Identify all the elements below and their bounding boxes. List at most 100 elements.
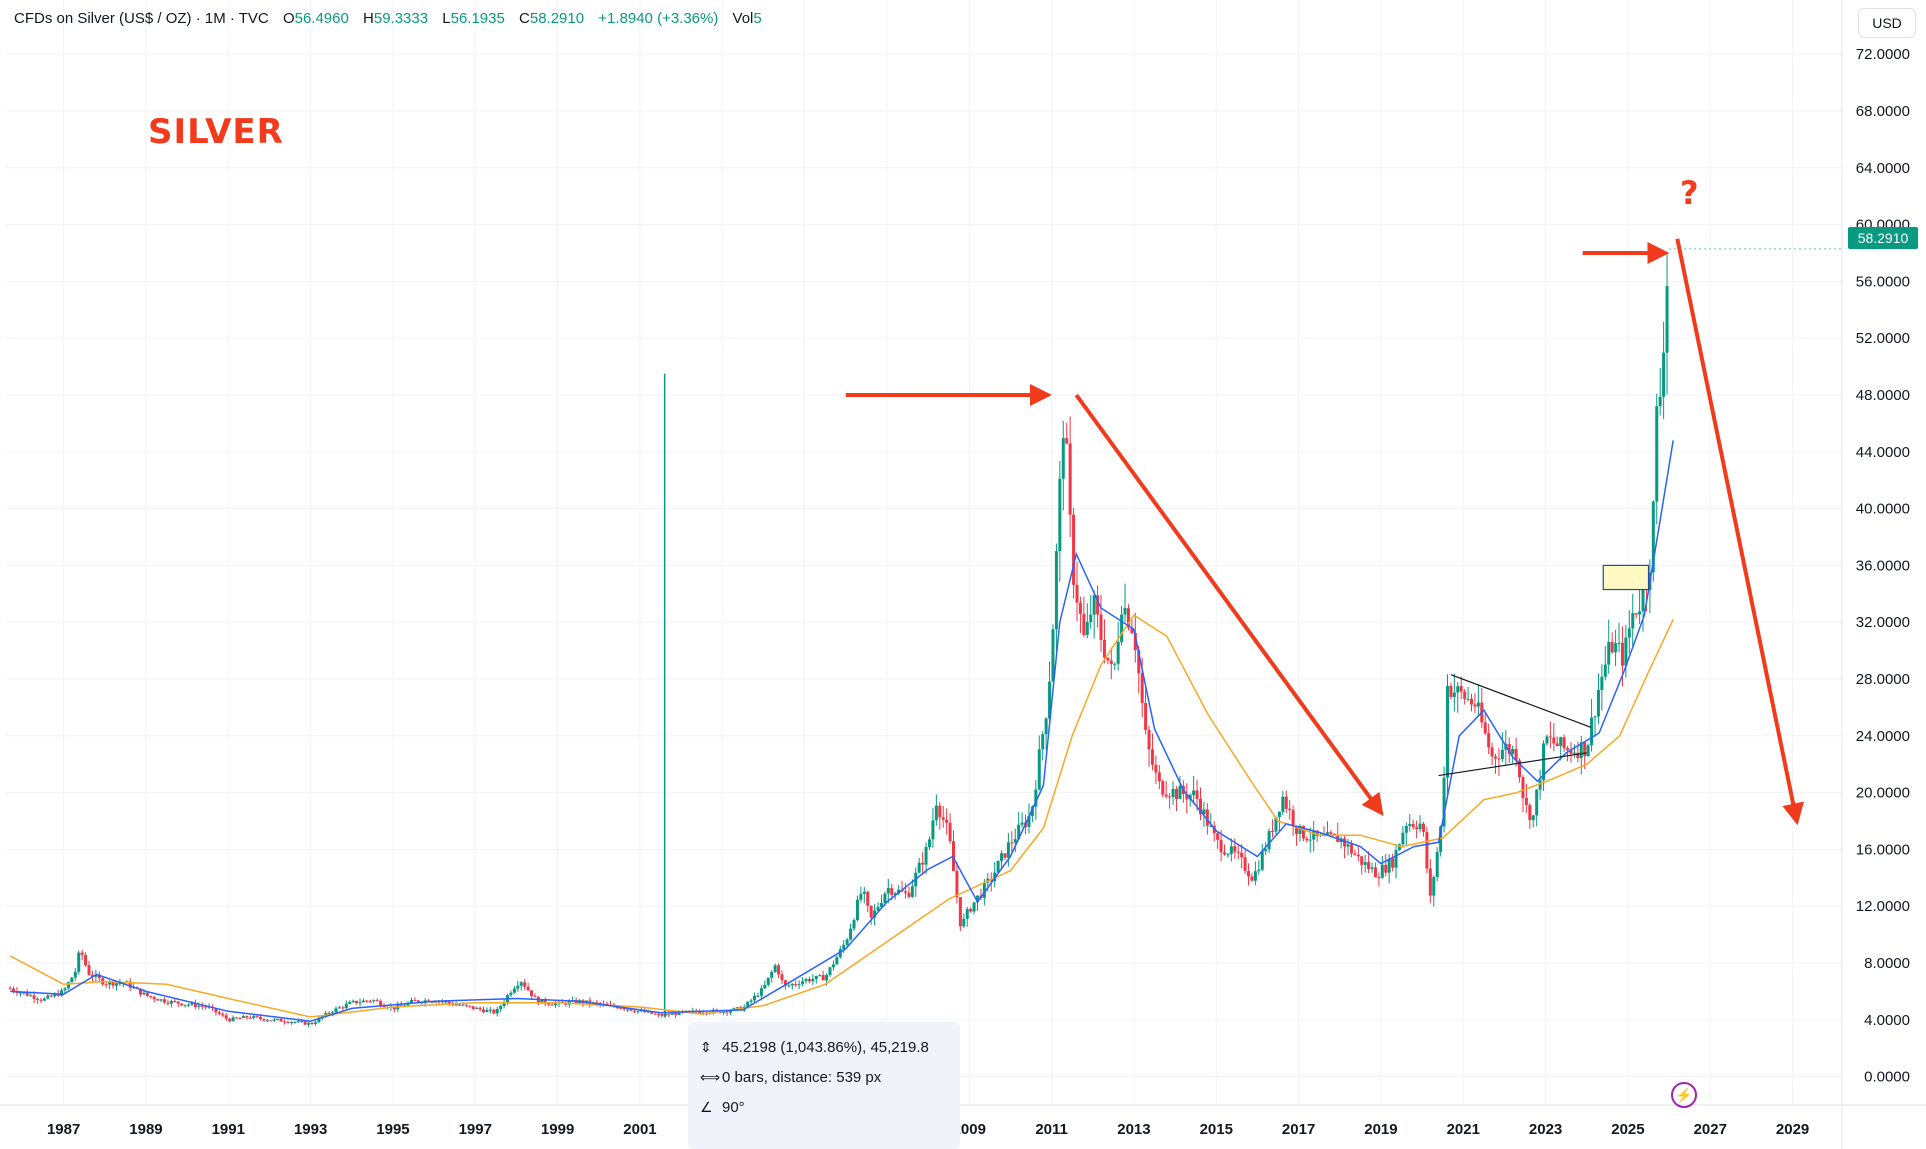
- candle-body: [1003, 853, 1007, 858]
- candle-body: [605, 1003, 609, 1005]
- candle-body: [1048, 681, 1052, 719]
- candle-body: [519, 982, 523, 986]
- candle-body: [1034, 789, 1038, 807]
- candle-body: [344, 1003, 348, 1008]
- y-tick-label: 24.0000: [1856, 728, 1910, 745]
- candle-body: [440, 1001, 444, 1003]
- y-tick-label: 64.0000: [1856, 160, 1910, 177]
- candle-body: [969, 909, 973, 912]
- candle-body: [1329, 832, 1333, 834]
- candle-body: [1198, 798, 1202, 815]
- annotation-question-mark[interactable]: ?: [1680, 174, 1699, 212]
- angle-icon: ∠: [700, 1099, 713, 1112]
- candle-body: [1353, 853, 1357, 855]
- candle-body: [1593, 716, 1597, 718]
- symbol-label[interactable]: CFDs on Silver (US$ / OZ) · 1M · TVC: [14, 10, 269, 27]
- candle-body: [310, 1023, 314, 1025]
- candle-body: [663, 1013, 667, 1016]
- candle-body: [588, 1000, 592, 1004]
- x-tick-label: 2027: [1694, 1121, 1727, 1138]
- annotation-arrow[interactable]: [1074, 393, 1384, 817]
- candle-body: [499, 1006, 503, 1010]
- candle-body: [1370, 867, 1374, 869]
- candle-body: [1367, 862, 1371, 869]
- candle-body: [1065, 438, 1069, 444]
- candle-body: [842, 944, 846, 950]
- candle-body: [996, 860, 1000, 873]
- currency-button[interactable]: USD: [1858, 8, 1916, 38]
- candle-body: [42, 998, 46, 1001]
- candle-body: [1247, 871, 1251, 877]
- candle-body: [1295, 826, 1299, 834]
- x-tick-label: 2009: [953, 1121, 986, 1138]
- candle-body: [1240, 852, 1244, 858]
- candle-body: [303, 1021, 307, 1025]
- candle-body: [818, 975, 822, 977]
- candle-body: [56, 993, 60, 996]
- candle-body: [1082, 613, 1086, 635]
- candle-body: [1236, 851, 1240, 853]
- candle-body: [1360, 856, 1364, 865]
- candle-body: [825, 975, 829, 981]
- candle-body: [1277, 811, 1281, 818]
- candle-body: [1089, 614, 1093, 622]
- candle-body: [1168, 796, 1172, 798]
- candle-body: [749, 1000, 753, 1002]
- candle-body: [1662, 352, 1666, 397]
- candle-body: [1641, 586, 1645, 612]
- candle-body: [235, 1017, 239, 1019]
- candle-body: [1243, 857, 1247, 872]
- candle-body: [804, 979, 808, 982]
- candle-body: [1301, 825, 1305, 839]
- candle-body: [910, 886, 914, 897]
- candle-body: [224, 1015, 228, 1019]
- high-value: 59.3333: [373, 10, 429, 27]
- candle-body: [1102, 639, 1106, 658]
- y-tick-label: 68.0000: [1856, 103, 1910, 120]
- candle-body: [1487, 733, 1491, 748]
- candle-body: [138, 988, 142, 995]
- candle-body: [1596, 689, 1600, 717]
- candle-body: [753, 995, 757, 1001]
- candle-body: [1161, 781, 1165, 795]
- candle-body: [1061, 438, 1065, 479]
- lightning-icon[interactable]: ⚡: [1671, 1082, 1697, 1108]
- annotation-title[interactable]: SILVER: [148, 112, 284, 152]
- candle-body: [801, 981, 805, 985]
- candle-body: [550, 1004, 554, 1006]
- candle-body: [351, 1000, 355, 1003]
- y-tick-label: 36.0000: [1856, 557, 1910, 574]
- candle-body: [656, 1013, 660, 1015]
- candle-body: [66, 982, 70, 989]
- candle-body: [1260, 851, 1264, 870]
- x-tick-label: 2019: [1364, 1121, 1397, 1138]
- y-tick-label: 28.0000: [1856, 671, 1910, 688]
- candle-body: [1226, 854, 1230, 856]
- candle-body: [533, 996, 537, 998]
- candle-body: [982, 882, 986, 898]
- candle-body: [1572, 752, 1576, 754]
- candle-body: [1404, 825, 1408, 833]
- last-price-label: 58.2910: [1848, 227, 1918, 249]
- candle-body: [156, 999, 160, 1001]
- annotation-arrow[interactable]: [1675, 238, 1804, 826]
- x-tick-label: 2017: [1282, 1121, 1315, 1138]
- candle-body: [722, 1011, 726, 1013]
- candle-body: [512, 988, 516, 993]
- candle-body: [1130, 627, 1134, 633]
- candle-body: [269, 1020, 273, 1022]
- candle-body: [1072, 514, 1076, 585]
- candle-body: [1106, 657, 1110, 661]
- candle-body: [1223, 852, 1227, 855]
- candle-body: [73, 971, 77, 978]
- candle-body: [1332, 833, 1336, 835]
- candle-body: [399, 1004, 403, 1006]
- candle-body: [1113, 663, 1117, 665]
- y-tick-label: 8.0000: [1864, 955, 1910, 972]
- candle-body: [1507, 743, 1511, 754]
- x-tick-label: 2021: [1447, 1121, 1480, 1138]
- x-tick-label: 2025: [1611, 1121, 1644, 1138]
- candle-body: [1274, 817, 1278, 832]
